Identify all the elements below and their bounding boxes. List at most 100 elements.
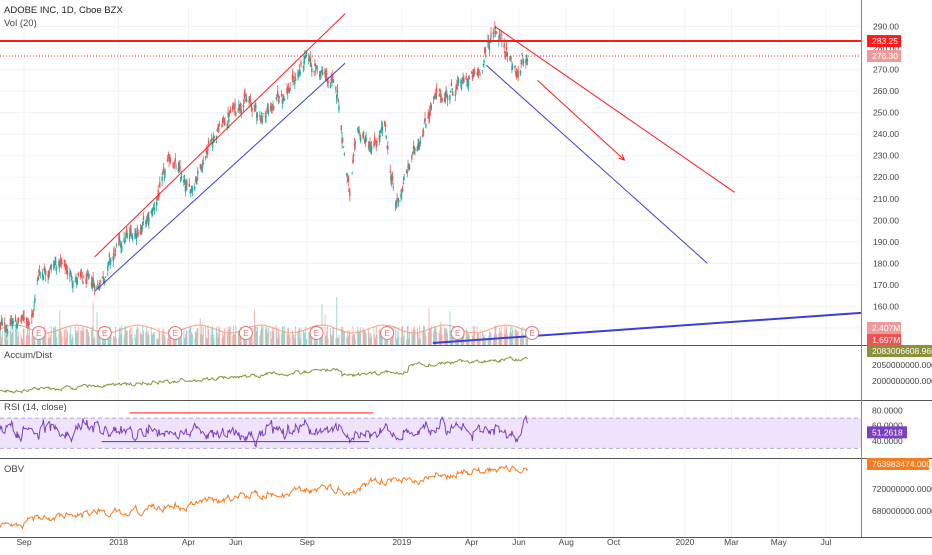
volume-bar [26, 335, 27, 345]
volume-bar [322, 304, 323, 345]
volume-bar [375, 338, 376, 345]
candle-body [159, 182, 160, 187]
volume-bar [266, 326, 267, 345]
resistance-price-badge: 283.25 [872, 36, 898, 46]
price-tick-label: 290.00 [873, 22, 899, 32]
volume-bar [183, 328, 184, 345]
candle-body [237, 110, 238, 111]
candle-body [189, 184, 190, 187]
volume-bar [235, 325, 236, 345]
candle-body [407, 171, 408, 174]
volume-bar [142, 326, 143, 345]
candle-body [423, 131, 424, 134]
volume-bar [50, 334, 51, 345]
volume-bar [290, 338, 291, 345]
volume-bar [213, 335, 214, 345]
volume-bar [55, 326, 56, 345]
volume-bar [293, 334, 294, 345]
volume-bar [217, 332, 218, 345]
volume-bar [235, 334, 236, 345]
volume-bar [424, 326, 425, 345]
candle-body [337, 90, 338, 93]
volume-bar [262, 328, 263, 345]
volume-bar [230, 327, 231, 345]
candle-body [262, 113, 263, 114]
volume-bar [227, 335, 228, 345]
volume-bar [357, 327, 358, 345]
volume-bar [164, 335, 165, 345]
volume-bar [124, 337, 125, 345]
candle-body [61, 263, 62, 264]
volume-bar [295, 326, 296, 345]
volume-bar [366, 333, 367, 345]
volume-bar [417, 327, 418, 345]
volume-badge-1: 2.407M [872, 323, 900, 333]
volume-bar [184, 338, 185, 345]
candle-body [115, 251, 116, 252]
time-tick-label: Sep [300, 537, 315, 547]
candle-body [313, 71, 314, 73]
volume-bar [208, 329, 209, 345]
candle-body [205, 156, 206, 157]
volume-bar [89, 336, 90, 345]
candle-body [251, 108, 252, 111]
volume-bar [504, 326, 505, 345]
volume-bar [60, 330, 61, 345]
candle-body [45, 271, 46, 275]
volume-bar [143, 330, 144, 345]
volume-bar [138, 328, 139, 345]
volume-bar [447, 333, 448, 345]
candle-body [295, 78, 296, 80]
candle-body [211, 138, 212, 141]
volume-bar [442, 335, 443, 345]
candle-body [425, 124, 426, 128]
volume-bar [359, 332, 360, 345]
volume-bar [335, 338, 336, 345]
volume-bar [480, 329, 481, 345]
accum-dist-tick: 2050000000.0000 [872, 360, 932, 370]
volume-bar [401, 338, 402, 345]
volume-bar [65, 328, 66, 345]
volume-bar [185, 335, 186, 345]
volume-bar [360, 327, 361, 345]
volume-bar [62, 336, 63, 345]
candle-body [365, 137, 366, 142]
candle-body [179, 166, 180, 171]
volume-bar [88, 332, 89, 345]
volume-bar [113, 336, 114, 345]
time-tick-label: Jun [229, 537, 243, 547]
volume-bar [304, 331, 305, 345]
volume-bar [322, 336, 323, 345]
volume-bar [282, 327, 283, 345]
volume-bar [167, 339, 168, 345]
candle-body [414, 149, 415, 150]
volume-bar [338, 338, 339, 345]
accum-dist-value-badge: 2083006608.9658 [872, 346, 932, 356]
candle-body [360, 137, 361, 141]
volume-bar [211, 335, 212, 345]
candle-body [125, 238, 126, 239]
candle-body [243, 105, 244, 108]
volume-bar [272, 327, 273, 345]
candle-body [161, 177, 162, 181]
candle-body [77, 278, 78, 279]
volume-bar [488, 336, 489, 345]
chart-title: ADOBE INC, 1D, Cboe BZX [4, 5, 123, 16]
price-tick-label: 170.00 [873, 280, 899, 290]
candle-body [514, 66, 515, 69]
volume-bar [229, 326, 230, 345]
volume-bar [163, 329, 164, 345]
volume-bar [418, 332, 419, 345]
volume-bar [373, 329, 374, 345]
volume-bar [355, 339, 356, 345]
volume-bar [473, 326, 474, 345]
volume-bar [194, 339, 195, 345]
volume-bar [148, 330, 149, 345]
candle-body [18, 318, 19, 320]
candle-body [29, 322, 30, 323]
volume-bar [284, 326, 285, 345]
volume-bar [522, 338, 523, 345]
candle-body [349, 191, 350, 196]
volume-bar [153, 332, 154, 345]
